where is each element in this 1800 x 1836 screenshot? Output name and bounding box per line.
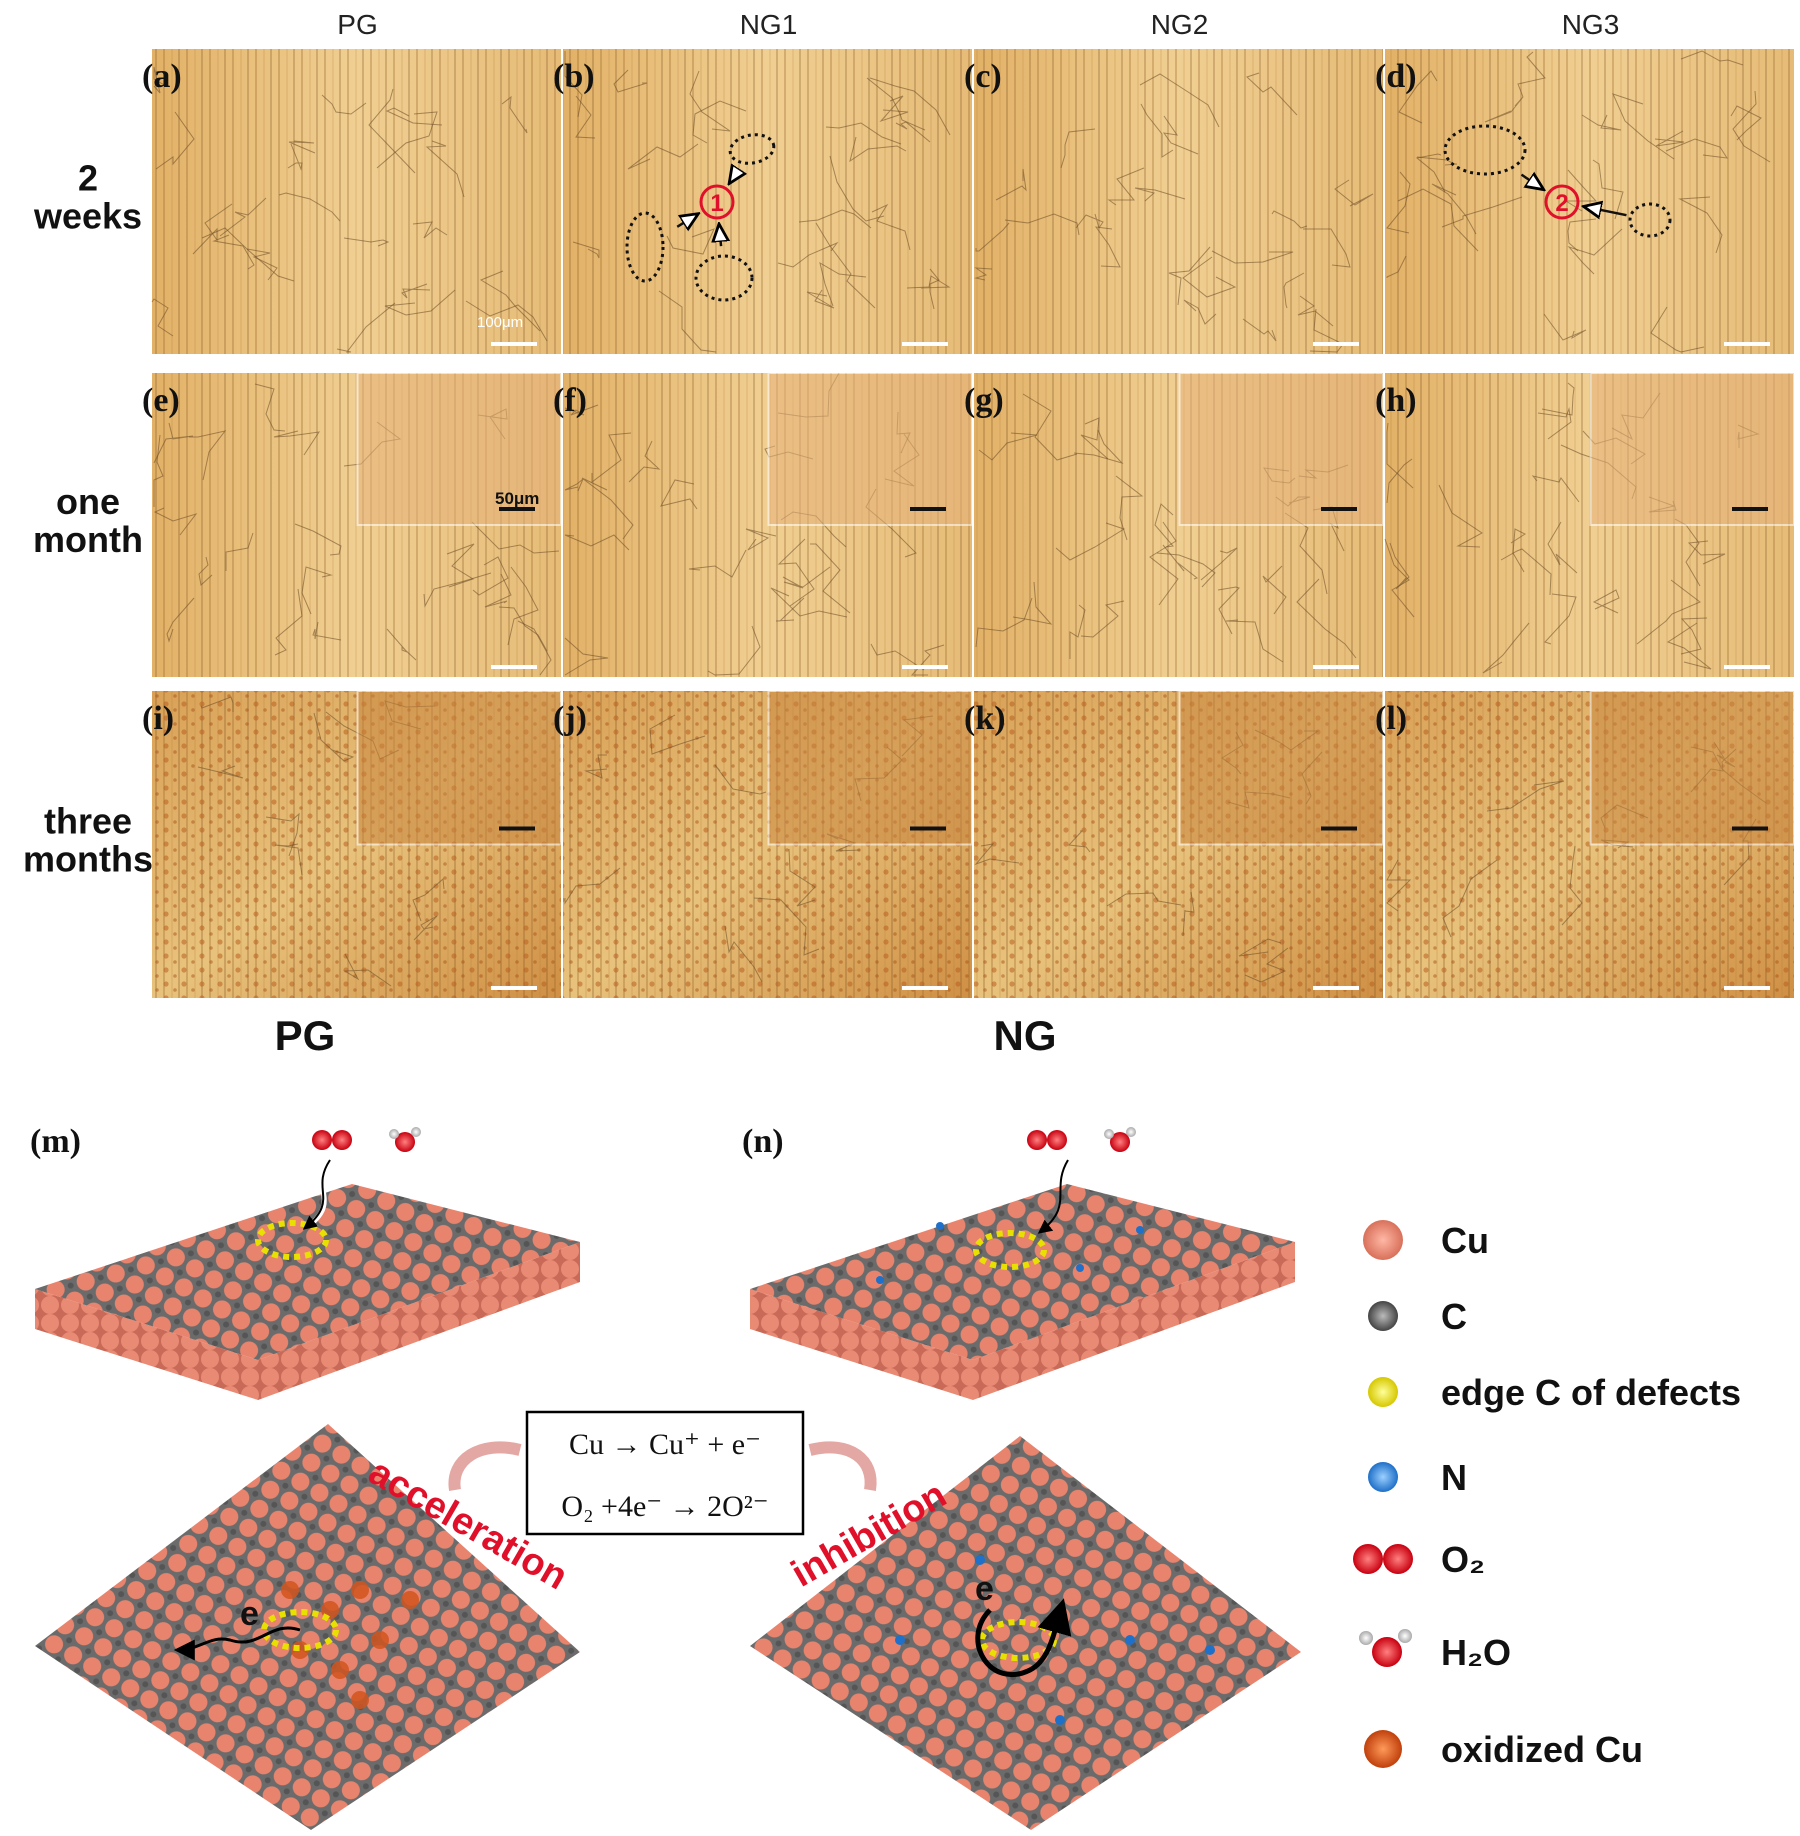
equation: O₂ +4e⁻ → 2O²⁻ [561, 1490, 768, 1523]
scale-bar-label: 100μm [477, 314, 523, 331]
lattice-slab [750, 1159, 1295, 1400]
row-label-line: month [33, 519, 143, 560]
inset [356, 372, 562, 526]
marker-label: 2 [1555, 190, 1568, 217]
inset [1589, 690, 1795, 846]
panel-label: (n) [742, 1123, 784, 1160]
inset [767, 690, 973, 846]
row-label-line: 2 [78, 158, 98, 199]
annotation: 1 [625, 133, 776, 302]
legend-label: edge C of defects [1441, 1372, 1741, 1413]
arrow [448, 1441, 522, 1491]
micrograph [563, 372, 974, 677]
inset [356, 690, 562, 846]
legend-label: O₂ [1441, 1539, 1485, 1580]
column-header: NG2 [1151, 9, 1209, 40]
arrow [808, 1441, 877, 1491]
panel-label: (h) [1375, 382, 1417, 419]
row-label-line: three [44, 801, 132, 842]
panel-label: (d) [1375, 58, 1417, 95]
row-label-line: one [56, 481, 120, 522]
micrograph [151, 49, 563, 354]
micrograph [1385, 49, 1796, 354]
scale-bar-label: 50μm [495, 489, 539, 508]
inset [1178, 690, 1384, 846]
panel-label: (b) [553, 58, 595, 95]
row-label: 2 weeks [33, 158, 142, 237]
section-title: NG [994, 1012, 1057, 1059]
micrograph [563, 690, 974, 998]
micrograph [152, 372, 563, 677]
column-header: PG [337, 9, 377, 40]
legend-label: C [1441, 1296, 1467, 1337]
legend-label: oxidized Cu [1441, 1729, 1643, 1770]
electron-label: e [240, 1595, 259, 1633]
legend [1353, 1220, 1413, 1768]
micrograph [563, 49, 974, 354]
row-label: three months [23, 801, 153, 880]
panel-label: (i) [142, 700, 174, 737]
equation: Cu → Cu⁺ + e⁻ [569, 1428, 761, 1461]
equation-box [525, 1410, 805, 1536]
legend-label: H₂O [1441, 1632, 1511, 1673]
micrograph [1384, 372, 1796, 677]
lattice-diamond: e [35, 1424, 580, 1830]
row-label: one month [33, 481, 143, 560]
panel-label: (j) [553, 700, 587, 737]
panel-label: (g) [964, 382, 1004, 419]
micrograph [152, 690, 563, 998]
panel-label: (e) [142, 382, 180, 419]
inset [1589, 372, 1795, 526]
section-title: PG [275, 1012, 336, 1059]
panel-label: (f) [553, 382, 587, 419]
inset [1178, 372, 1384, 526]
lattice-slab [35, 1158, 580, 1400]
molecules [312, 1127, 1136, 1152]
micrograph [1385, 690, 1796, 998]
column-header: NG3 [1562, 9, 1620, 40]
panel-label: (a) [142, 58, 182, 95]
legend-label: N [1441, 1457, 1467, 1498]
panel-label: (l) [1375, 700, 1407, 737]
micrograph [974, 49, 1385, 354]
electron-label: e [975, 1570, 994, 1608]
marker-label: 1 [710, 190, 723, 217]
annotation: 2 [1443, 124, 1672, 238]
row-label-line: months [23, 839, 153, 880]
micrograph [974, 690, 1385, 998]
micrograph [974, 372, 1385, 677]
panel-label: (c) [964, 58, 1002, 95]
column-header: NG1 [740, 9, 798, 40]
panel-label: (m) [30, 1123, 81, 1160]
legend-label: Cu [1441, 1220, 1489, 1261]
inset [767, 372, 973, 526]
row-label-line: weeks [33, 196, 142, 237]
panel-label: (k) [964, 700, 1006, 737]
lattice-diamond: e [750, 1436, 1301, 1830]
